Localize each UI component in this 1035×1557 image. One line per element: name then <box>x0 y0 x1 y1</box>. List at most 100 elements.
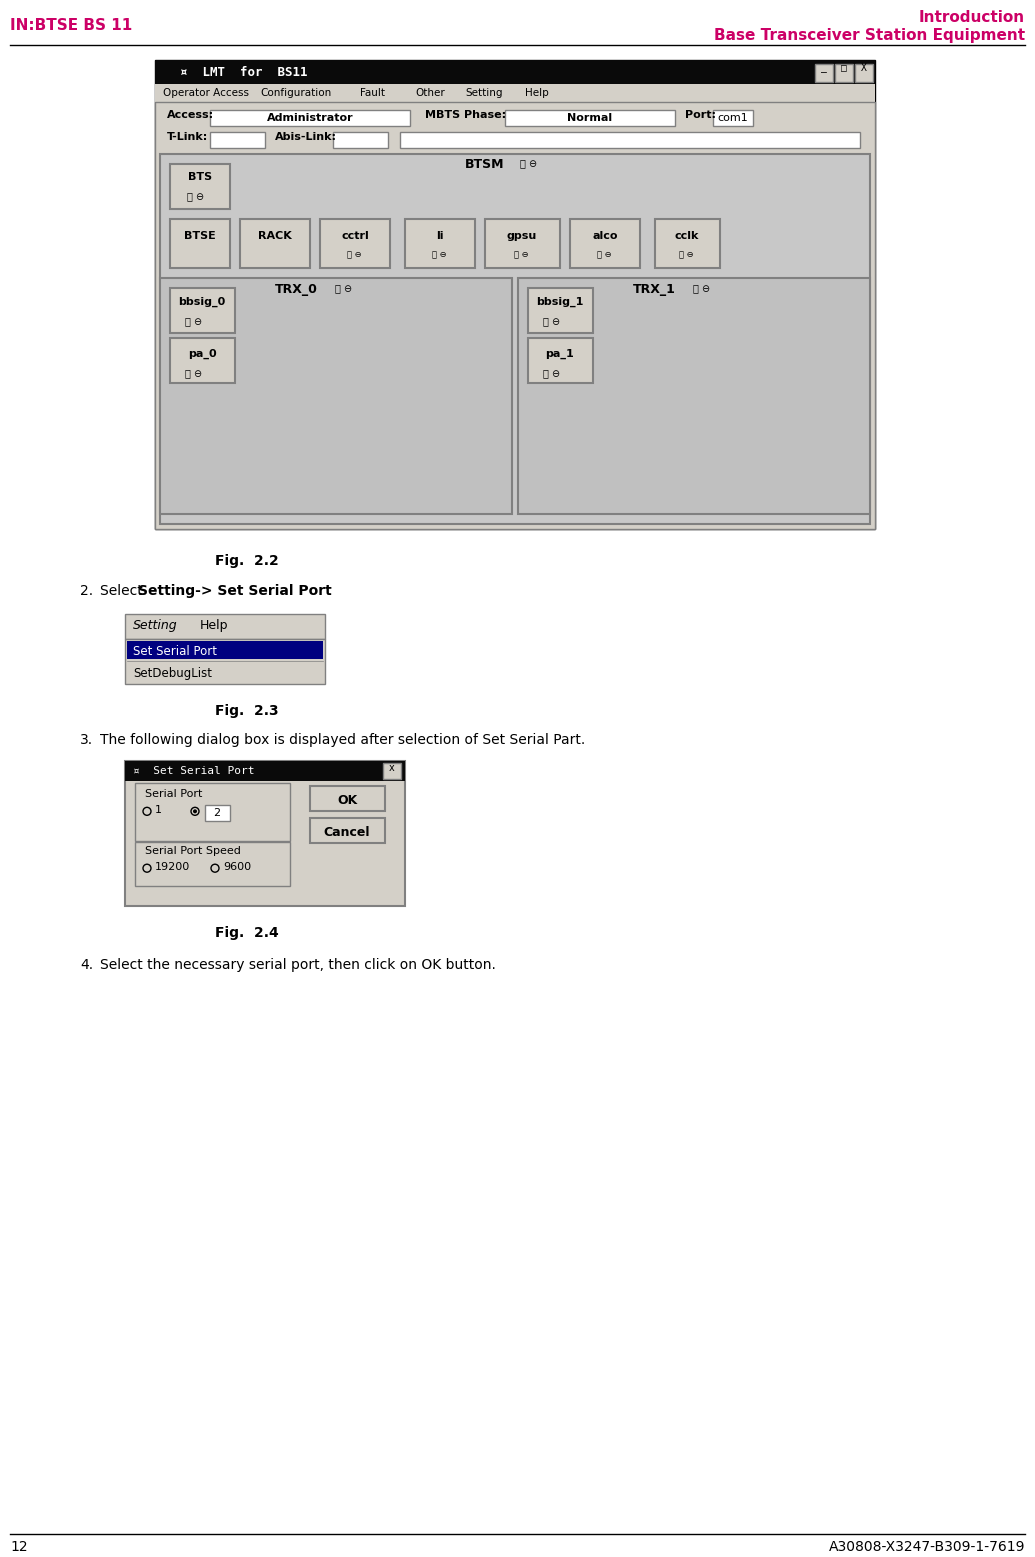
Text: Set Serial Port: Set Serial Port <box>134 645 217 657</box>
Text: Configuration: Configuration <box>260 87 331 98</box>
Text: 19200: 19200 <box>155 863 190 872</box>
Text: 🔒 ⊖: 🔒 ⊖ <box>679 251 693 260</box>
Text: TRX_1: TRX_1 <box>633 283 676 296</box>
Text: X: X <box>861 62 867 73</box>
Text: 🔒 ⊖: 🔒 ⊖ <box>185 316 202 327</box>
Bar <box>170 163 230 209</box>
Text: Operator Access: Operator Access <box>162 87 249 98</box>
Text: 2: 2 <box>213 808 220 819</box>
Text: Help: Help <box>525 87 549 98</box>
Bar <box>333 132 388 148</box>
Circle shape <box>191 808 199 816</box>
Text: pa_1: pa_1 <box>545 349 574 358</box>
Text: _: _ <box>821 62 827 73</box>
Text: Setting: Setting <box>465 87 503 98</box>
Circle shape <box>143 808 151 816</box>
Bar <box>240 218 310 268</box>
Text: Fig.  2.4: Fig. 2.4 <box>215 926 278 940</box>
Bar <box>210 132 265 148</box>
Bar <box>855 64 873 83</box>
Bar <box>310 786 385 811</box>
Text: Fig.  2.2: Fig. 2.2 <box>215 554 278 568</box>
Text: A30808-X3247-B309-1-7619: A30808-X3247-B309-1-7619 <box>828 1540 1025 1554</box>
Text: cctrl: cctrl <box>342 230 368 240</box>
Bar <box>655 218 720 268</box>
Text: T-Link:: T-Link: <box>167 132 208 142</box>
Text: 4.: 4. <box>80 958 93 972</box>
Text: BTSM: BTSM <box>465 157 504 171</box>
Text: 12: 12 <box>10 1540 28 1554</box>
Bar <box>528 338 593 383</box>
Bar <box>485 218 560 268</box>
Bar <box>570 218 640 268</box>
Text: pa_0: pa_0 <box>187 349 216 358</box>
Text: bbsig_1: bbsig_1 <box>536 296 584 307</box>
Text: 🔒 ⊖: 🔒 ⊖ <box>543 369 560 378</box>
Bar <box>518 279 870 514</box>
Bar <box>170 288 235 333</box>
Text: cclk: cclk <box>675 230 700 240</box>
Text: com1: com1 <box>717 112 748 123</box>
Text: 🔒 ⊖: 🔒 ⊖ <box>597 251 612 260</box>
Bar <box>155 101 875 529</box>
Text: ¤  LMT  for  BS11: ¤ LMT for BS11 <box>180 65 307 79</box>
Bar <box>125 761 405 782</box>
Bar <box>155 84 875 101</box>
Bar <box>135 842 290 886</box>
Circle shape <box>193 810 197 813</box>
Bar <box>505 111 675 126</box>
Text: 2.: 2. <box>80 584 93 598</box>
Text: Fault: Fault <box>360 87 385 98</box>
Text: 🔒 ⊖: 🔒 ⊖ <box>185 369 202 378</box>
Text: RACK: RACK <box>258 230 292 240</box>
Bar <box>125 761 405 906</box>
Bar <box>713 111 753 126</box>
Text: Serial Port Speed: Serial Port Speed <box>145 847 241 856</box>
Text: Port:: Port: <box>685 111 716 120</box>
Text: □: □ <box>841 62 847 73</box>
Text: Base Transceiver Station Equipment: Base Transceiver Station Equipment <box>714 28 1025 44</box>
Text: BTSE: BTSE <box>184 230 216 240</box>
Text: gpsu: gpsu <box>507 230 537 240</box>
Bar <box>310 819 385 844</box>
Bar <box>155 59 875 84</box>
Text: Abis-Link:: Abis-Link: <box>275 132 337 142</box>
Text: MBTS Phase:: MBTS Phase: <box>425 111 506 120</box>
Text: 🔒 ⊖: 🔒 ⊖ <box>187 192 204 201</box>
Text: Help: Help <box>200 618 229 632</box>
Bar <box>400 132 860 148</box>
Text: 🔒 ⊖: 🔒 ⊖ <box>347 251 361 260</box>
Circle shape <box>211 864 219 872</box>
Bar <box>205 805 230 821</box>
Text: Administrator: Administrator <box>267 112 353 123</box>
Text: 🔒 ⊖: 🔒 ⊖ <box>693 283 710 293</box>
Bar <box>125 638 325 684</box>
Bar <box>160 154 870 523</box>
Text: Fig.  2.3: Fig. 2.3 <box>215 704 278 718</box>
Text: OK: OK <box>336 794 357 808</box>
Text: Normal: Normal <box>567 112 613 123</box>
Text: 🔒 ⊖: 🔒 ⊖ <box>543 316 560 327</box>
Text: 9600: 9600 <box>223 863 252 872</box>
Text: SetDebugList: SetDebugList <box>134 666 212 679</box>
Text: IN:BTSE BS 11: IN:BTSE BS 11 <box>10 19 132 33</box>
Bar <box>160 279 512 514</box>
Text: Select the necessary serial port, then click on OK button.: Select the necessary serial port, then c… <box>100 958 496 972</box>
Bar <box>170 218 230 268</box>
Bar <box>405 218 475 268</box>
Bar <box>815 64 833 83</box>
Text: Other: Other <box>415 87 445 98</box>
Text: 🔒 ⊖: 🔒 ⊖ <box>432 251 447 260</box>
Circle shape <box>143 864 151 872</box>
Text: 🔒 ⊖: 🔒 ⊖ <box>514 251 529 260</box>
FancyBboxPatch shape <box>155 59 875 529</box>
Text: Cancel: Cancel <box>324 827 371 839</box>
Bar <box>135 783 290 841</box>
Text: 🔒 ⊖: 🔒 ⊖ <box>335 283 352 293</box>
Text: Setting: Setting <box>134 618 178 632</box>
Text: 🔒 ⊖: 🔒 ⊖ <box>520 157 537 168</box>
Bar <box>320 218 390 268</box>
Bar <box>383 763 401 780</box>
Text: ¤  Set Serial Port: ¤ Set Serial Port <box>134 766 255 777</box>
Bar <box>127 640 323 659</box>
